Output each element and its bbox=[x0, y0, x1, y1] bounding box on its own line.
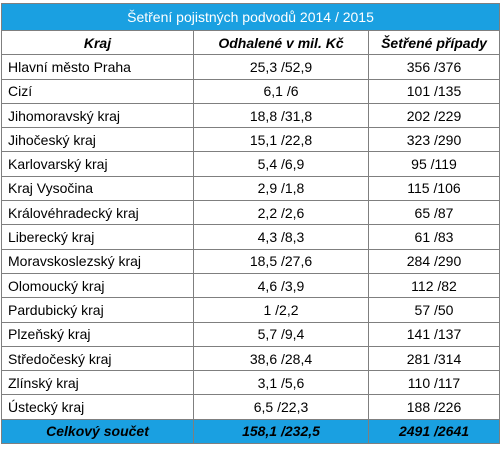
detected-cell: 4,3 /8,3 bbox=[193, 224, 369, 250]
detected-cell: 18,5 /27,6 bbox=[193, 248, 369, 274]
region-cell: Jihočeský kraj bbox=[1, 127, 194, 153]
table-row: Plzeňský kraj 5,7 /9,4 141 /137 bbox=[1, 321, 500, 347]
cases-cell: 65 /87 bbox=[367, 200, 500, 226]
detected-cell: 38,6 /28,4 bbox=[193, 345, 369, 372]
cases-cell: 61 /83 bbox=[367, 224, 500, 250]
detected-cell: 2,2 /2,6 bbox=[193, 200, 369, 226]
detected-cell: 18,8 /31,8 bbox=[193, 102, 369, 129]
cases-cell: 101 /135 bbox=[367, 78, 500, 104]
region-cell: Středočeský kraj bbox=[1, 345, 194, 372]
detected-cell: 6,1 /6 bbox=[193, 78, 369, 104]
detected-cell: 5,7 /9,4 bbox=[193, 321, 369, 347]
cases-cell: 188 /226 bbox=[367, 394, 500, 420]
region-cell: Hlavní město Praha bbox=[1, 54, 194, 80]
table-row: Jihočeský kraj 15,1 /22,8 323 /290 bbox=[1, 127, 500, 153]
cases-cell: 95 /119 bbox=[367, 151, 500, 177]
table-row: Hlavní město Praha 25,3 /52,9 356 /376 bbox=[1, 54, 500, 80]
detected-cell: 15,1 /22,8 bbox=[193, 127, 369, 153]
detected-cell: 1 /2,2 bbox=[193, 297, 369, 323]
cases-cell: 323 /290 bbox=[367, 127, 500, 153]
table-row: Moravskoslezský kraj 18,5 /27,6 284 /290 bbox=[1, 248, 500, 274]
detected-cell: 4,6 /3,9 bbox=[193, 272, 369, 299]
detected-cell: 3,1 /5,6 bbox=[193, 370, 369, 396]
detected-cell: 6,5 /22,3 bbox=[193, 394, 369, 420]
cases-cell: 57 /50 bbox=[367, 297, 500, 323]
insurance-fraud-table: Šetření pojistných podvodů 2014 / 2015 K… bbox=[0, 3, 500, 445]
detected-cell: 5,4 /6,9 bbox=[193, 151, 369, 177]
cases-cell: 202 /229 bbox=[367, 102, 500, 129]
region-cell: Zlínský kraj bbox=[1, 370, 194, 396]
table-row: Středočeský kraj 38,6 /28,4 281 /314 bbox=[1, 345, 500, 372]
table-row: Zlínský kraj 3,1 /5,6 110 /117 bbox=[1, 370, 500, 396]
region-cell: Karlovarský kraj bbox=[1, 151, 194, 177]
column-header-region: Kraj bbox=[1, 29, 194, 56]
table-row: Královéhradecký kraj 2,2 /2,6 65 /87 bbox=[1, 200, 500, 226]
table-row: Liberecký kraj 4,3 /8,3 61 /83 bbox=[1, 224, 500, 250]
region-cell: Liberecký kraj bbox=[1, 224, 194, 250]
column-header-detected: Odhalené v mil. Kč bbox=[193, 29, 369, 56]
region-cell: Ústecký kraj bbox=[1, 394, 194, 420]
region-cell: Cizí bbox=[1, 78, 194, 104]
table-row: Kraj Vysočina 2,9 /1,8 115 /106 bbox=[1, 175, 500, 202]
total-cases: 2491 /2641 bbox=[367, 418, 500, 445]
table-row: Ústecký kraj 6,5 /22,3 188 /226 bbox=[1, 394, 500, 420]
cases-cell: 356 /376 bbox=[367, 54, 500, 80]
cases-cell: 281 /314 bbox=[367, 345, 500, 372]
table-row: Olomoucký kraj 4,6 /3,9 112 /82 bbox=[1, 272, 500, 299]
region-cell: Olomoucký kraj bbox=[1, 272, 194, 299]
cases-cell: 141 /137 bbox=[367, 321, 500, 347]
region-cell: Jihomoravský kraj bbox=[1, 102, 194, 129]
cases-cell: 112 /82 bbox=[367, 272, 500, 299]
table-title-row: Šetření pojistných podvodů 2014 / 2015 bbox=[0, 3, 500, 31]
column-header-cases: Šetřené případy bbox=[367, 29, 500, 56]
total-label: Celkový součet bbox=[1, 418, 194, 445]
cases-cell: 110 /117 bbox=[367, 370, 500, 396]
detected-cell: 2,9 /1,8 bbox=[193, 175, 369, 202]
detected-cell: 25,3 /52,9 bbox=[193, 54, 369, 80]
region-cell: Kraj Vysočina bbox=[1, 175, 194, 202]
table-row: Cizí 6,1 /6 101 /135 bbox=[1, 78, 500, 104]
cases-cell: 115 /106 bbox=[367, 175, 500, 202]
region-cell: Moravskoslezský kraj bbox=[1, 248, 194, 274]
table-row: Karlovarský kraj 5,4 /6,9 95 /119 bbox=[1, 151, 500, 177]
cases-cell: 284 /290 bbox=[367, 248, 500, 274]
table-row: Pardubický kraj 1 /2,2 57 /50 bbox=[1, 297, 500, 323]
total-row: Celkový součet 158,1 /232,5 2491 /2641 bbox=[1, 418, 500, 445]
table-row: Jihomoravský kraj 18,8 /31,8 202 /229 bbox=[1, 102, 500, 129]
total-detected: 158,1 /232,5 bbox=[193, 418, 369, 445]
region-cell: Pardubický kraj bbox=[1, 297, 194, 323]
table-title: Šetření pojistných podvodů 2014 / 2015 bbox=[0, 3, 500, 31]
region-cell: Plzeňský kraj bbox=[1, 321, 194, 347]
region-cell: Královéhradecký kraj bbox=[1, 200, 194, 226]
column-header-row: Kraj Odhalené v mil. Kč Šetřené případy bbox=[1, 29, 500, 56]
